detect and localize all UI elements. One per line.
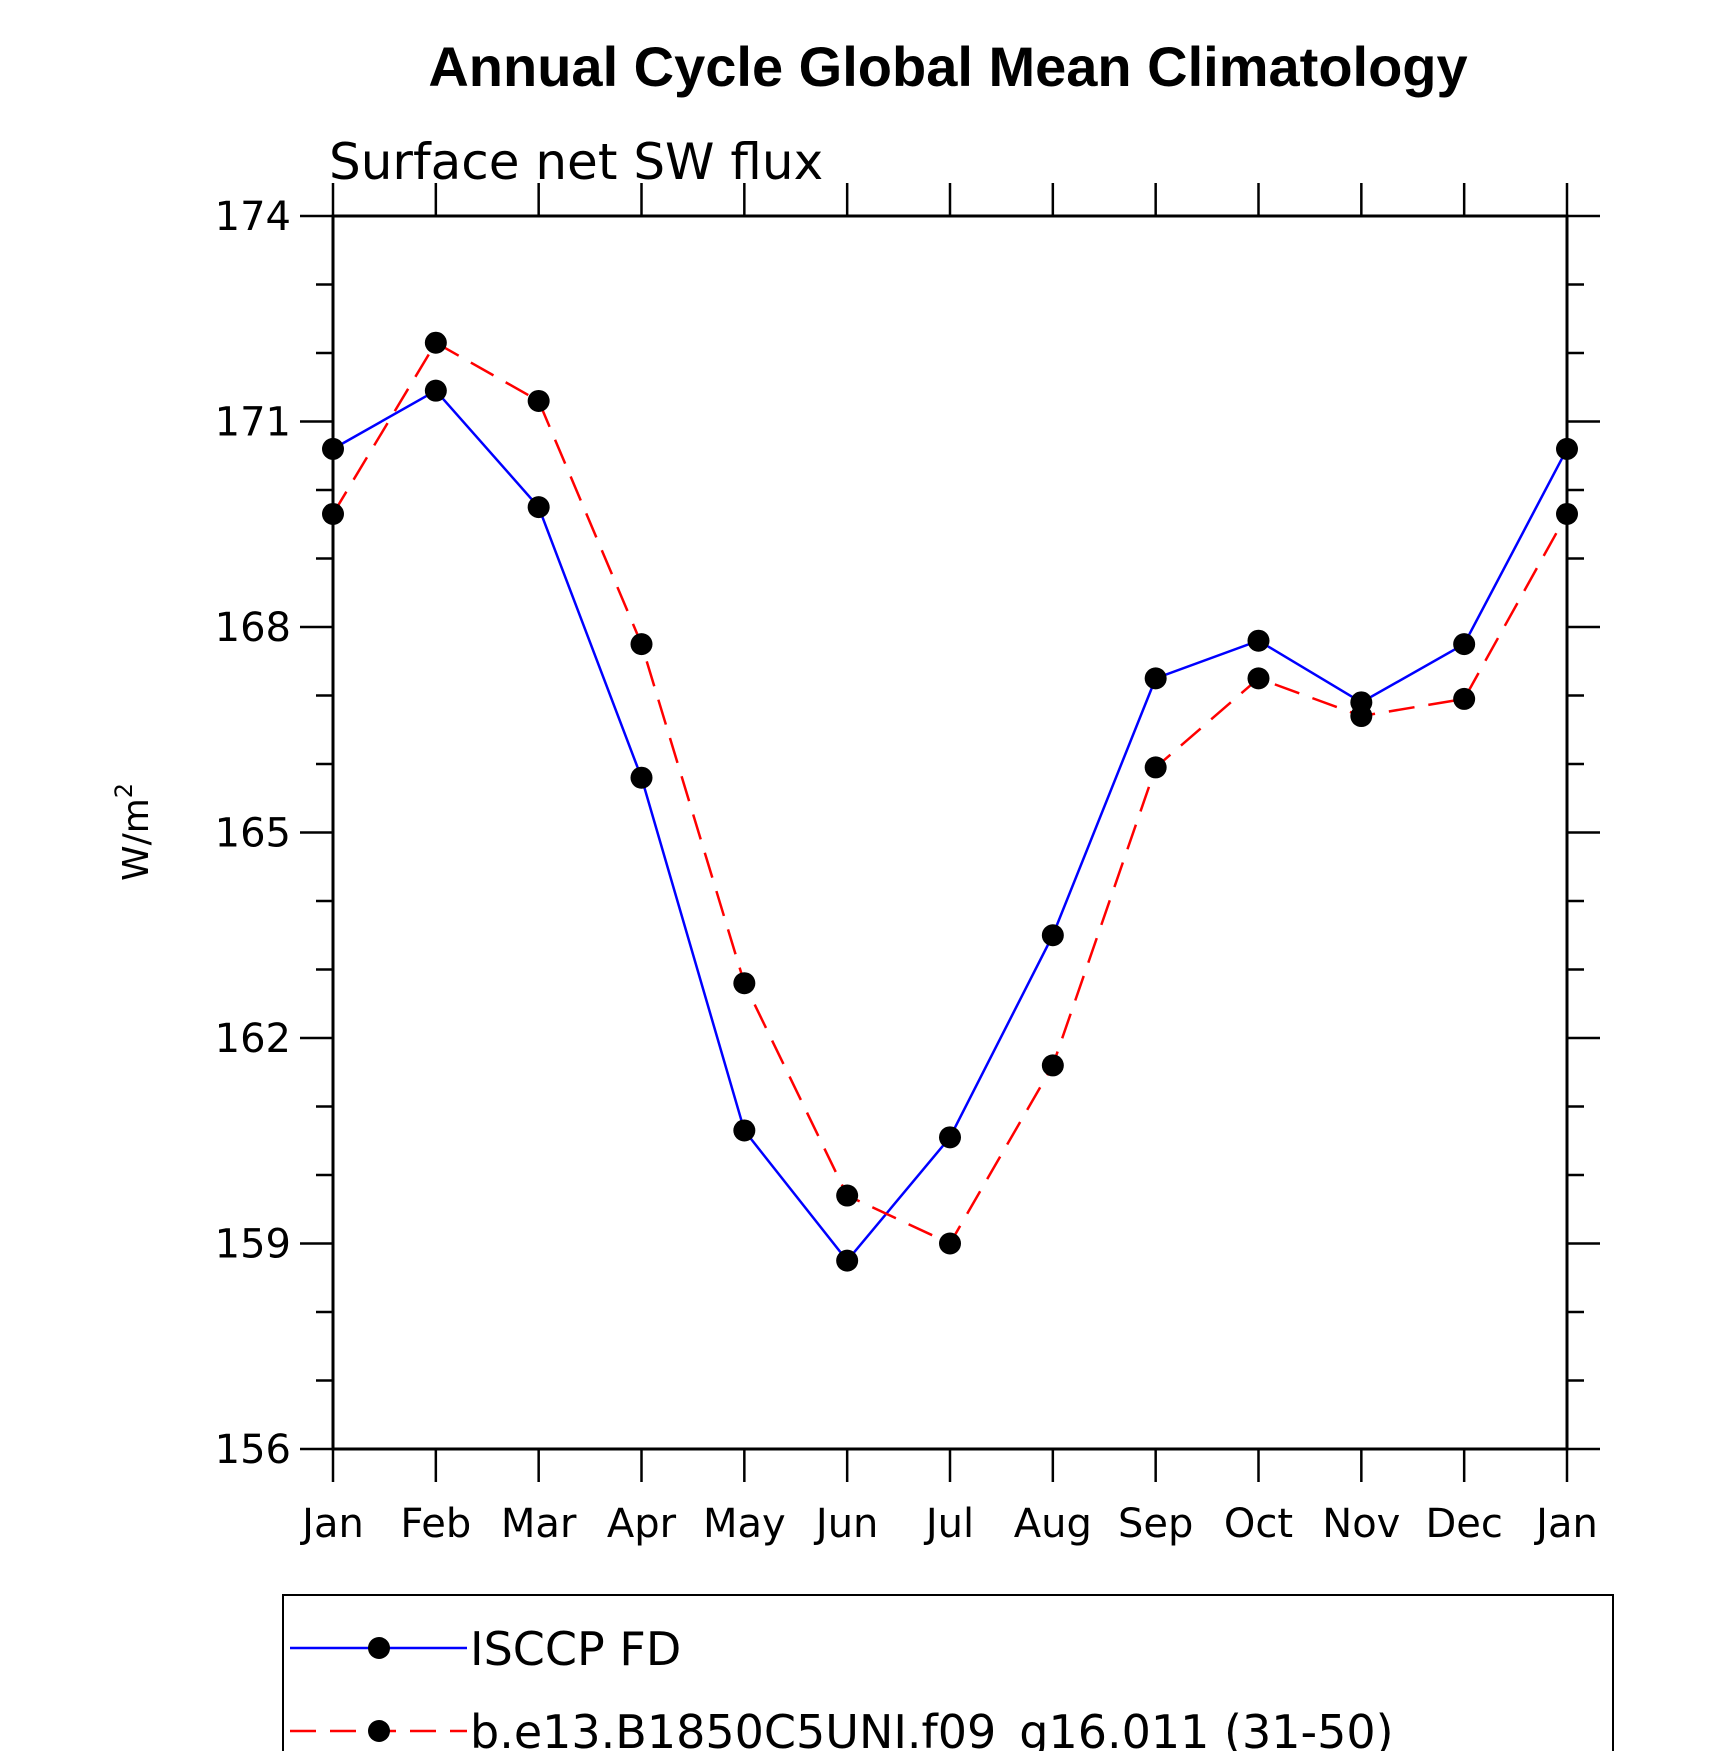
x-tick-label: Jul xyxy=(923,1501,974,1547)
y-axis-label-superscript: 2 xyxy=(110,783,138,798)
series-1-point xyxy=(424,379,447,402)
series-2-point xyxy=(1453,687,1476,710)
y-tick-label: 162 xyxy=(215,1016,291,1062)
x-tick-label: Dec xyxy=(1425,1501,1502,1547)
x-tick-label: Apr xyxy=(607,1501,677,1547)
y-axis-label: W/m2 xyxy=(110,783,157,881)
plot-frame xyxy=(331,214,1569,1451)
x-tick-label: Aug xyxy=(1014,1501,1092,1547)
y-tick-label: 159 xyxy=(215,1222,291,1268)
y-tick-label: 165 xyxy=(215,811,291,857)
series-2-point xyxy=(1144,756,1167,779)
series-1-point xyxy=(1453,633,1476,656)
series-1-point xyxy=(1144,667,1167,690)
legend-marker-1 xyxy=(368,1637,390,1659)
series-1-point xyxy=(1041,924,1064,947)
legend-label-1: ISCCP FD xyxy=(470,1622,681,1676)
series-1-point xyxy=(836,1249,859,1272)
y-tick-label: 174 xyxy=(215,194,291,240)
x-tick-label: May xyxy=(703,1501,786,1547)
x-tick-label: Jan xyxy=(299,1501,364,1547)
y-axis-label-text: W/m xyxy=(116,798,157,881)
y-axis-ticks xyxy=(300,214,1600,1451)
y-tick-label: 156 xyxy=(215,1427,291,1473)
series-layer xyxy=(322,331,1578,1272)
x-tick-label: Feb xyxy=(400,1501,471,1547)
legend-label-2: b.e13.B1850C5UNI.f09_g16.011 (31-50) xyxy=(470,1705,1394,1751)
x-tick-label: Jan xyxy=(1533,1501,1598,1547)
series-1-point xyxy=(1556,437,1578,460)
series-2-point xyxy=(836,1184,859,1207)
chart-title: Annual Cycle Global Mean Climatology xyxy=(428,35,1467,98)
x-tick-label: Sep xyxy=(1118,1501,1193,1547)
x-tick-label: Oct xyxy=(1224,1501,1293,1547)
x-axis-tick-labels: Jan Feb Mar Apr May Jun Jul Aug Sep Oct Nov Dec Jan xyxy=(299,1501,1598,1547)
y-axis-tick-labels: 156 159 162 165 168 171 174 xyxy=(215,194,291,1473)
x-tick-label: Nov xyxy=(1322,1501,1400,1547)
series-line-2 xyxy=(331,341,1569,1246)
x-tick-label: Mar xyxy=(501,1501,577,1547)
series-1-point xyxy=(1247,629,1270,652)
series-2-point xyxy=(1041,1054,1064,1077)
y-tick-label: 171 xyxy=(215,400,291,446)
legend-box xyxy=(282,1594,1614,1751)
series-1-point xyxy=(733,1119,756,1142)
series-1-point xyxy=(630,766,653,789)
legend-marker-2 xyxy=(368,1720,390,1742)
series-2-point xyxy=(1350,705,1373,728)
x-tick-label: Jun xyxy=(813,1501,879,1547)
chart-subtitle: Surface net SW flux xyxy=(329,133,823,191)
series-2-point xyxy=(630,633,653,656)
y-tick-label: 168 xyxy=(215,605,291,651)
series-2-point xyxy=(424,331,447,354)
x-axis-ticks xyxy=(331,183,1569,1482)
series-1-point xyxy=(527,496,550,519)
series-2-point xyxy=(1556,502,1578,525)
series-2-point xyxy=(322,502,344,525)
series-1-point xyxy=(939,1126,961,1149)
legend: ISCCP FD b.e13.B1850C5UNI.f09_g16.011 (31… xyxy=(290,1622,1394,1751)
series-2-point xyxy=(1247,667,1270,690)
series-2-point xyxy=(733,972,756,995)
series-1-point xyxy=(322,437,344,460)
series-2-point xyxy=(939,1232,961,1255)
series-2-point xyxy=(527,389,550,412)
